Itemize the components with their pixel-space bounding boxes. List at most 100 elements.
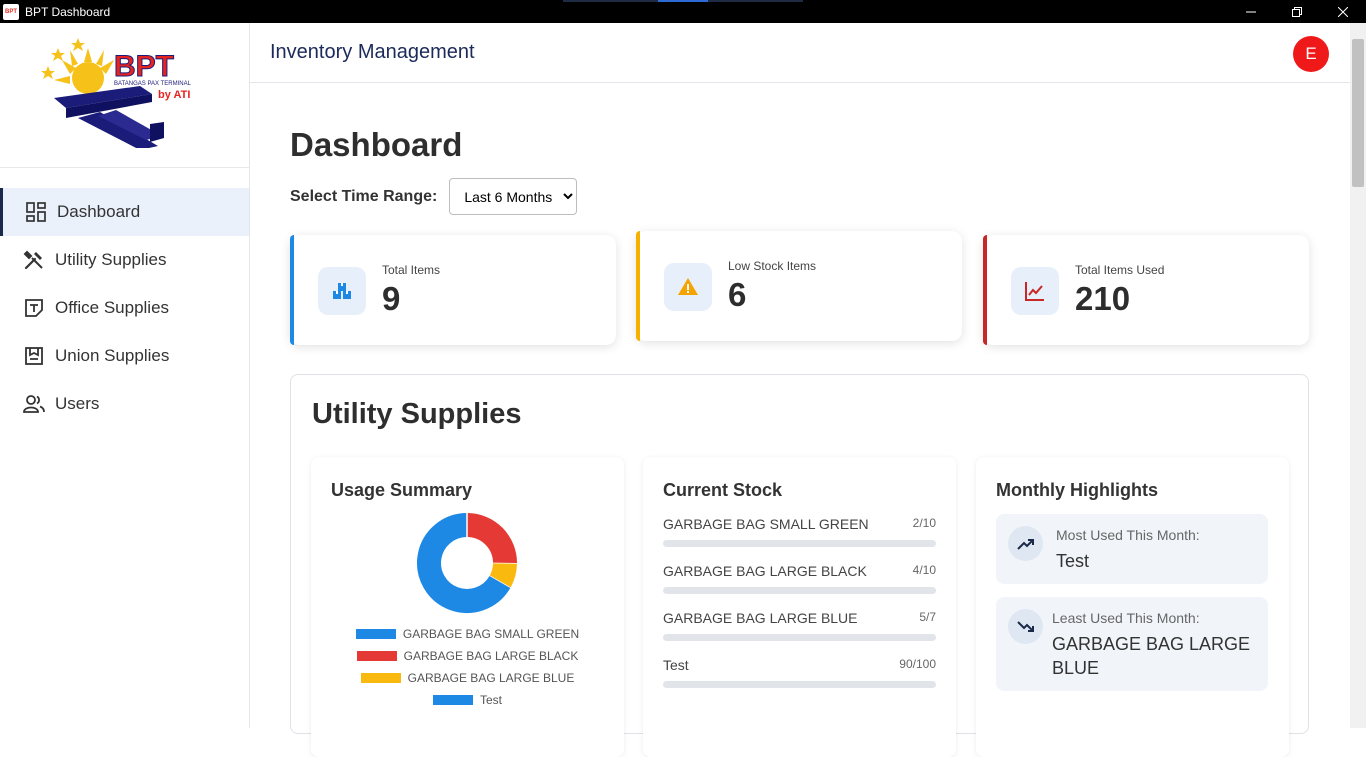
legend-swatch — [356, 629, 396, 639]
svg-text:BATANGAS PAX TERMINAL: BATANGAS PAX TERMINAL — [114, 81, 192, 87]
stat-label: Total Items — [382, 263, 440, 277]
donut-slice-garbage-bag-large-black — [467, 525, 505, 564]
trending-up-icon — [1008, 526, 1043, 561]
card-title: Current Stock — [663, 480, 782, 501]
usage-donut-chart — [311, 513, 624, 623]
tools-icon — [23, 249, 45, 271]
stock-name: Test — [663, 657, 689, 673]
main-content: Dashboard Select Time Range: Last 6 Mont… — [250, 84, 1350, 728]
boxes-icon — [318, 267, 366, 315]
stock-progress-bar — [663, 681, 936, 688]
chart-legend: GARBAGE BAG SMALL GREEN GARBAGE BAG LARG… — [311, 623, 624, 711]
sidebar-item-label: Office Supplies — [55, 298, 169, 318]
stock-count: 2/10 — [913, 516, 936, 532]
stock-count: 90/100 — [899, 657, 936, 673]
union-icon — [23, 345, 45, 367]
stock-progress-bar — [663, 634, 936, 641]
most-used-value: Test — [1056, 549, 1089, 573]
panel-title: Utility Supplies — [312, 398, 521, 431]
stock-item: GARBAGE BAG LARGE BLACK 4/10 — [663, 563, 936, 594]
legend-label: Test — [480, 693, 502, 707]
sidebar-item-utility-supplies[interactable]: Utility Supplies — [0, 236, 249, 284]
stat-label: Total Items Used — [1075, 263, 1164, 277]
time-range-label: Select Time Range: — [290, 188, 437, 206]
page-scrollbar[interactable] — [1350, 23, 1366, 728]
page-title: Dashboard — [290, 126, 462, 164]
most-used-label: Most Used This Month: — [1056, 527, 1200, 543]
stock-progress-bar — [663, 587, 936, 594]
close-icon — [1338, 7, 1348, 17]
card-title: Monthly Highlights — [996, 480, 1158, 501]
stat-card-low-stock: Low Stock Items 6 — [636, 231, 962, 341]
top-header: Inventory Management E — [250, 23, 1350, 83]
most-used-highlight: Most Used This Month: Test — [996, 514, 1268, 584]
stat-card-total-items: Total Items 9 — [290, 235, 616, 345]
legend-item: GARBAGE BAG LARGE BLUE — [311, 667, 624, 689]
monthly-highlights-card: Monthly Highlights Most Used This Month:… — [976, 457, 1289, 757]
stock-progress-bar — [663, 540, 936, 547]
donut-slice-garbage-bag-large-blue — [500, 564, 505, 582]
least-used-label: Least Used This Month: — [1052, 610, 1200, 626]
header-title: Inventory Management — [270, 41, 475, 64]
svg-text:by ATI: by ATI — [158, 89, 190, 101]
trend-chart-icon — [1011, 267, 1059, 315]
sidebar-item-label: Dashboard — [57, 202, 140, 222]
time-range-select[interactable]: Last 6 Months — [449, 178, 577, 215]
bpt-logo: BPT BATANGAS PAX TERMINAL by ATI — [40, 38, 210, 148]
stat-value: 9 — [382, 280, 400, 318]
stat-accent-bar — [636, 231, 640, 341]
users-icon — [23, 393, 45, 415]
close-button[interactable] — [1320, 0, 1366, 23]
sidebar-item-label: Users — [55, 394, 99, 414]
stat-accent-bar — [983, 235, 987, 345]
window-title: BPT Dashboard — [25, 5, 110, 19]
legend-item: GARBAGE BAG SMALL GREEN — [311, 623, 624, 645]
sidebar-item-users[interactable]: Users — [0, 380, 249, 428]
sidebar-item-dashboard[interactable]: Dashboard — [0, 188, 249, 236]
sidebar-item-office-supplies[interactable]: Office Supplies — [0, 284, 249, 332]
card-title: Usage Summary — [331, 480, 472, 501]
app-icon: BPT — [3, 4, 19, 20]
restore-button[interactable] — [1274, 0, 1320, 23]
stock-count: 4/10 — [913, 563, 936, 579]
legend-label: GARBAGE BAG LARGE BLACK — [404, 649, 579, 663]
stock-item: GARBAGE BAG SMALL GREEN 2/10 — [663, 516, 936, 547]
time-range-filter: Select Time Range: Last 6 Months — [290, 178, 577, 215]
stat-value: 210 — [1075, 280, 1130, 318]
window-titlebar: BPT BPT Dashboard — [0, 0, 1366, 23]
legend-label: GARBAGE BAG LARGE BLUE — [408, 671, 575, 685]
sidebar-nav: Dashboard Utility Supplies Office Suppli… — [0, 188, 249, 428]
trending-down-icon — [1008, 609, 1043, 644]
sidebar-item-label: Union Supplies — [55, 346, 169, 366]
stock-item: GARBAGE BAG LARGE BLUE 5/7 — [663, 610, 936, 641]
stock-name: GARBAGE BAG SMALL GREEN — [663, 516, 869, 532]
scrollbar-thumb[interactable] — [1352, 39, 1364, 187]
office-icon — [23, 297, 45, 319]
minimize-button[interactable] — [1228, 0, 1274, 23]
titlebar-accent-highlight — [658, 0, 708, 2]
legend-swatch — [357, 651, 397, 661]
utility-supplies-panel: Utility Supplies Usage Summary GARBAGE B… — [290, 374, 1309, 734]
legend-label: GARBAGE BAG SMALL GREEN — [403, 627, 579, 641]
minimize-icon — [1246, 7, 1256, 17]
warning-icon — [664, 263, 712, 311]
sidebar-item-union-supplies[interactable]: Union Supplies — [0, 332, 249, 380]
current-stock-card: Current Stock GARBAGE BAG SMALL GREEN 2/1… — [643, 457, 956, 757]
stock-name: GARBAGE BAG LARGE BLACK — [663, 563, 867, 579]
legend-item: Test — [311, 689, 624, 711]
legend-item: GARBAGE BAG LARGE BLACK — [311, 645, 624, 667]
usage-summary-card: Usage Summary GARBAGE BAG SMALL GREEN GA… — [311, 457, 624, 757]
sidebar-divider — [0, 167, 249, 168]
stock-item: Test 90/100 — [663, 657, 936, 688]
stock-name: GARBAGE BAG LARGE BLUE — [663, 610, 858, 626]
user-avatar[interactable]: E — [1293, 36, 1329, 72]
stock-count: 5/7 — [919, 610, 936, 626]
least-used-highlight: Least Used This Month: GARBAGE BAG LARGE… — [996, 597, 1268, 691]
sidebar-item-label: Utility Supplies — [55, 250, 167, 270]
least-used-value: GARBAGE BAG LARGE BLUE — [1052, 632, 1252, 680]
dashboard-icon — [25, 201, 47, 223]
legend-swatch — [361, 673, 401, 683]
stat-accent-bar — [290, 235, 294, 345]
sidebar: BPT BATANGAS PAX TERMINAL by ATI Dashboa… — [0, 23, 250, 728]
svg-text:BPT: BPT — [114, 50, 174, 83]
